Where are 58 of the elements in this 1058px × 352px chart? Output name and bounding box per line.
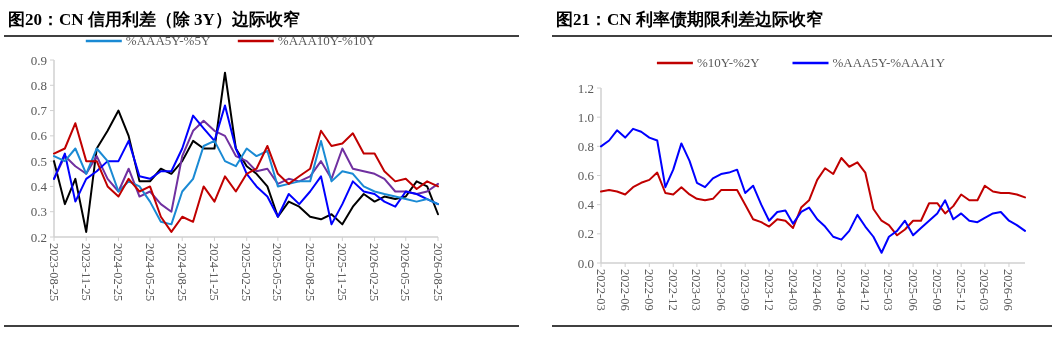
y-tick-label: 0.4 [30, 178, 48, 194]
y-tick-label: 1.0 [577, 109, 594, 125]
line-series [600, 127, 1026, 254]
x-tick-label: 2022-06 [617, 269, 632, 311]
line-series [600, 157, 1026, 237]
y-tick-label: 0.5 [30, 153, 47, 169]
x-tick-label: 2024-09 [833, 269, 848, 311]
chart-title: 图20：CN 信用利差（除 3Y）边际收窄 [8, 10, 300, 29]
x-tick-label: 2023-09 [737, 269, 752, 311]
y-tick-label: 0.2 [577, 226, 594, 242]
y-tick-label: 0.4 [577, 197, 595, 213]
x-tick-label: 2023-06 [713, 269, 728, 311]
y-tick-label: 0.0 [577, 255, 594, 271]
legend-label: %10Y-%2Y [696, 55, 761, 70]
y-tick-label: 0.7 [30, 103, 48, 119]
line-series [53, 119, 439, 213]
x-tick-label: 2025-09 [929, 269, 944, 311]
x-tick-label: 2022-12 [665, 269, 680, 311]
legend-label: %AAA10Y-%10Y [277, 33, 376, 48]
x-tick-label: 2023-11-25 [78, 243, 93, 301]
y-tick-label: 0.9 [30, 52, 47, 68]
y-tick-label: 0.2 [30, 229, 47, 245]
line-series [53, 139, 439, 226]
y-tick-label: 0.3 [30, 204, 47, 220]
x-tick-label: 2024-11-25 [206, 243, 221, 301]
x-tick-label: 2025-05-25 [270, 243, 285, 302]
x-tick-label: 2024-03 [785, 269, 800, 311]
legend-label: %AAA5Y-%5Y [125, 33, 211, 48]
x-tick-label: 2025-02-25 [239, 243, 254, 302]
legend-label: %AAA5Y-%AAA1Y [832, 55, 946, 70]
x-tick-label: 2025-08-25 [302, 243, 317, 302]
y-tick-label: 1.2 [577, 80, 594, 96]
x-tick-label: 2024-08-25 [174, 243, 189, 302]
x-tick-label: 2024-12 [857, 269, 872, 311]
line-series [53, 71, 439, 233]
x-tick-label: 2022-03 [593, 269, 608, 311]
x-tick-label: 2026-02-25 [367, 243, 382, 302]
y-tick-label: 0.6 [577, 168, 595, 183]
x-tick-label: 2022-09 [641, 269, 656, 311]
line-series [53, 122, 439, 233]
x-tick-label: 2026-06 [1001, 269, 1016, 311]
x-tick-label: 2026-05-25 [398, 243, 413, 302]
x-tick-label: 2023-03 [689, 269, 704, 311]
x-tick-label: 2024-02-25 [110, 243, 125, 302]
x-tick-label: 2023-08-25 [46, 243, 61, 302]
x-tick-label: 2026-03 [977, 269, 992, 311]
x-tick-label: 2025-03 [881, 269, 896, 311]
x-tick-label: 2026-08-25 [430, 243, 445, 302]
x-tick-label: 2024-05-25 [142, 243, 157, 302]
y-tick-label: 0.8 [577, 138, 594, 154]
x-tick-label: 2025-12 [953, 269, 968, 311]
x-tick-label: 2025-11-25 [334, 243, 349, 301]
x-tick-label: 2023-12 [761, 269, 776, 311]
chart-title: 图21：CN 利率债期限利差边际收窄 [556, 10, 823, 29]
x-tick-label: 2024-06 [809, 269, 824, 311]
y-tick-label: 0.8 [30, 77, 47, 93]
x-tick-label: 2025-06 [905, 269, 920, 311]
y-tick-label: 0.6 [30, 128, 48, 144]
